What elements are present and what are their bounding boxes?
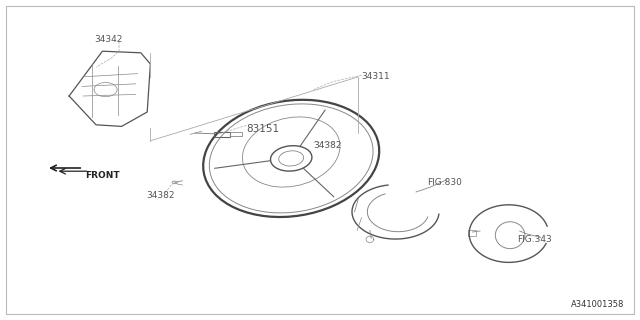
Text: 34382: 34382	[314, 141, 342, 150]
Text: FIG.830: FIG.830	[428, 178, 462, 187]
Text: 34342: 34342	[95, 36, 123, 44]
Text: FRONT: FRONT	[85, 171, 120, 180]
Text: A341001358: A341001358	[571, 300, 624, 309]
Bar	[468, 230, 476, 236]
Text: 83151: 83151	[246, 124, 280, 134]
Text: 34382: 34382	[146, 191, 175, 200]
Text: FIG.343: FIG.343	[517, 235, 552, 244]
Text: 34311: 34311	[362, 72, 390, 81]
